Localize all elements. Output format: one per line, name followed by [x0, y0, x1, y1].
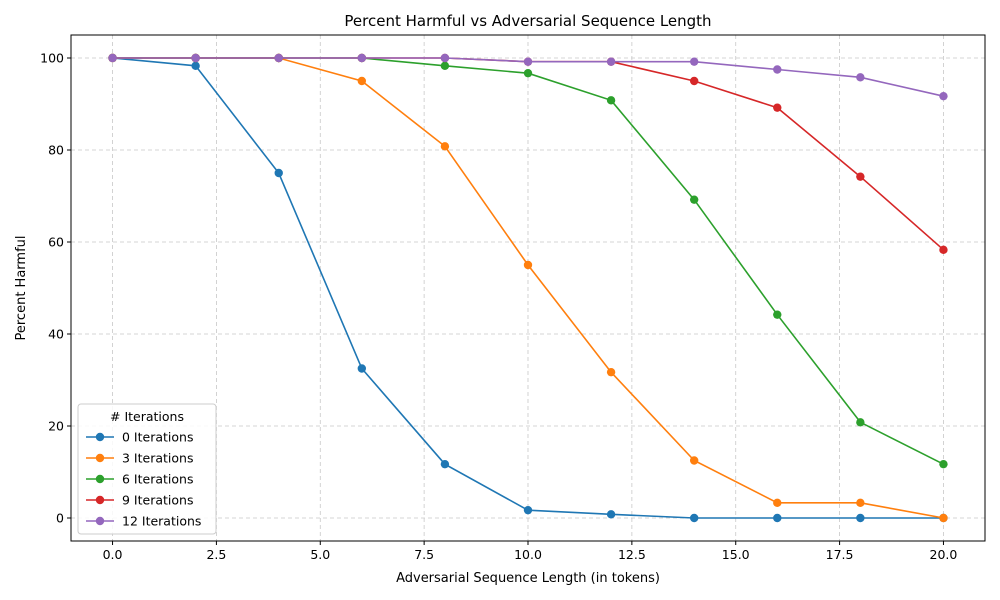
data-point [939, 513, 948, 523]
data-point [773, 513, 782, 523]
data-point [357, 364, 367, 373]
legend-label: 3 Iterations [122, 451, 193, 466]
legend-title: # Iterations [110, 409, 184, 424]
legend-marker [95, 453, 105, 463]
legend-item: 3 Iterations [86, 451, 193, 466]
x-tick-label: 0.0 [103, 547, 123, 562]
x-tick-label: 2.5 [206, 547, 226, 562]
data-point [773, 103, 782, 112]
y-axis-title: Percent Harmful [14, 236, 29, 341]
legend-label: 12 Iterations [122, 514, 201, 529]
y-tick-label: 100 [40, 51, 64, 66]
legend-label: 6 Iterations [122, 472, 193, 487]
data-point [773, 310, 782, 319]
data-point [274, 53, 283, 63]
y-tick-label: 40 [48, 327, 64, 342]
x-axis: 0.0 2.5 5.0 7.5 10.0 12.5 15.0 17.5 20.0 [103, 541, 958, 562]
data-point [274, 168, 283, 178]
data-point [440, 61, 450, 71]
data-point [523, 505, 533, 515]
data-point [523, 68, 533, 78]
x-tick-label: 5.0 [310, 547, 330, 562]
x-tick-label: 20.0 [930, 547, 958, 562]
legend-marker [95, 516, 105, 526]
data-point [856, 513, 865, 523]
data-point [939, 245, 948, 255]
data-point [606, 367, 616, 377]
data-point [357, 76, 367, 86]
legend-item: 12 Iterations [86, 514, 201, 529]
data-point [606, 57, 616, 66]
series-4 [108, 53, 948, 101]
data-point [939, 91, 948, 101]
y-tick-label: 20 [48, 419, 64, 434]
x-tick-label: 7.5 [414, 547, 434, 562]
data-point [773, 498, 782, 508]
legend-item: 0 Iterations [86, 430, 193, 445]
data-point [606, 96, 616, 105]
x-tick-label: 15.0 [722, 547, 750, 562]
data-point [856, 418, 865, 427]
y-tick-label: 0 [56, 511, 64, 526]
legend-marker [95, 495, 105, 505]
y-axis: 0 20 40 60 80 100 [40, 51, 71, 526]
legend: # Iterations 0 Iterations 3 Iterations 6 I… [77, 403, 217, 535]
data-point [689, 76, 699, 86]
data-point [357, 53, 367, 63]
legend-marker [95, 432, 105, 442]
x-axis-title: Adversarial Sequence Length (in tokens) [396, 571, 660, 586]
data-point [689, 456, 699, 465]
y-tick-label: 80 [48, 143, 64, 158]
series-0 [108, 53, 948, 523]
data-point [606, 510, 616, 519]
legend-marker [95, 474, 105, 484]
data-point [191, 53, 200, 63]
data-point [689, 57, 699, 66]
data-point [773, 65, 782, 74]
data-point [856, 172, 865, 181]
x-tick-label: 12.5 [618, 547, 646, 562]
data-point [440, 53, 450, 63]
x-tick-label: 10.0 [514, 547, 542, 562]
data-point [856, 73, 865, 82]
legend-label: 0 Iterations [122, 430, 193, 445]
data-point [689, 195, 699, 204]
data-point [939, 459, 948, 469]
legend-item: 9 Iterations [86, 493, 193, 508]
legend-item: 6 Iterations [86, 472, 193, 487]
chart-title: Percent Harmful vs Adversarial Sequence … [344, 12, 711, 30]
data-point [191, 61, 200, 71]
data-point [523, 57, 533, 66]
y-tick-label: 60 [48, 235, 64, 250]
series-group [108, 53, 948, 523]
legend-label: 9 Iterations [122, 493, 193, 508]
data-point [440, 142, 450, 151]
data-point [523, 260, 533, 270]
data-point [108, 53, 117, 63]
data-point [440, 459, 450, 469]
x-tick-label: 17.5 [826, 547, 854, 562]
data-point [856, 498, 865, 508]
data-point [689, 513, 699, 523]
